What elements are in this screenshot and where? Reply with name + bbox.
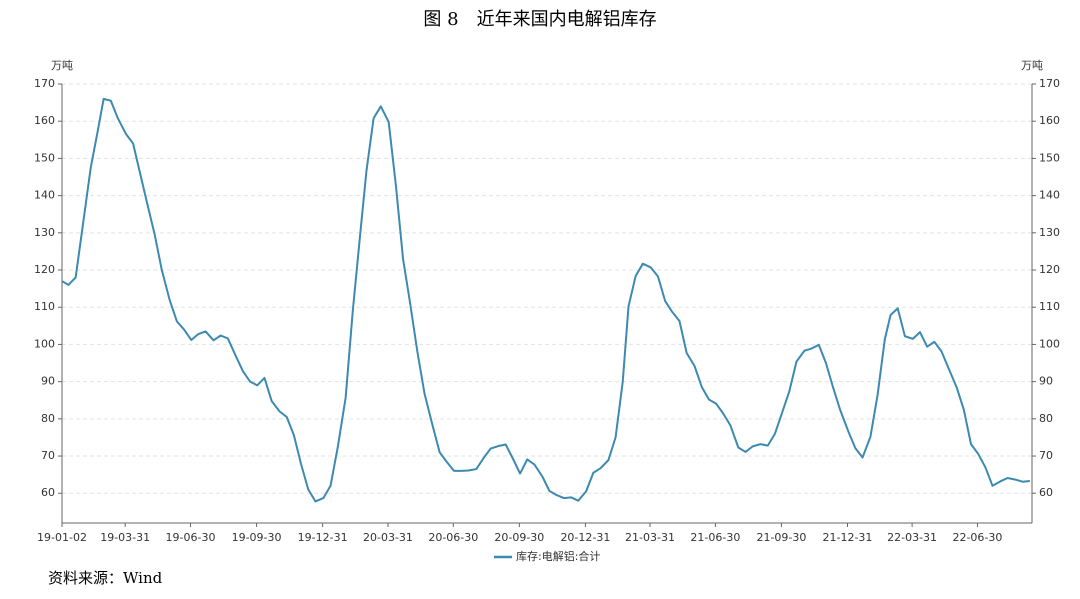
y-tick-label: 120 <box>34 263 55 276</box>
y-tick-label: 110 <box>34 300 55 313</box>
y2-tick-label: 60 <box>1039 486 1053 499</box>
y2-tick-label: 170 <box>1039 77 1060 90</box>
x-tick-label: 21-09-30 <box>756 531 806 544</box>
x-tick-label: 19-01-02 <box>37 531 87 544</box>
x-tick-label: 19-12-31 <box>298 531 348 544</box>
chart-title: 图 8 近年来国内电解铝库存 <box>423 9 656 30</box>
x-tick-label: 21-06-30 <box>690 531 740 544</box>
y2-tick-label: 100 <box>1039 337 1060 350</box>
x-tick-label: 22-06-30 <box>952 531 1002 544</box>
y-tick-label: 160 <box>34 114 55 127</box>
x-tick-label: 20-06-30 <box>428 531 478 544</box>
x-tick-label: 21-12-31 <box>823 531 873 544</box>
x-tick-label: 19-06-30 <box>166 531 216 544</box>
y2-tick-label: 90 <box>1039 375 1053 388</box>
y-tick-label: 140 <box>34 189 55 202</box>
x-tick-label: 19-03-31 <box>100 531 150 544</box>
y2-tick-label: 160 <box>1039 114 1060 127</box>
y2-tick-label: 110 <box>1039 300 1060 313</box>
y2-tick-label: 130 <box>1039 226 1060 239</box>
y2-unit: 万吨 <box>1021 59 1043 72</box>
y-unit: 万吨 <box>51 59 73 72</box>
y2-tick-label: 120 <box>1039 263 1060 276</box>
y2-tick-label: 70 <box>1039 449 1053 462</box>
x-tick-label: 21-03-31 <box>625 531 675 544</box>
y-tick-label: 150 <box>34 151 55 164</box>
legend-label: 库存:电解铝:合计 <box>516 549 600 563</box>
y-tick-label: 100 <box>34 337 55 350</box>
y-tick-label: 60 <box>41 486 55 499</box>
y2-tick-label: 80 <box>1039 412 1053 425</box>
y-tick-label: 70 <box>41 449 55 462</box>
x-tick-label: 19-09-30 <box>232 531 282 544</box>
y-tick-label: 90 <box>41 375 55 388</box>
y2-tick-label: 150 <box>1039 151 1060 164</box>
y-tick-label: 170 <box>34 77 55 90</box>
x-tick-label: 20-09-30 <box>494 531 544 544</box>
series-line <box>61 97 1030 503</box>
x-tick-label: 22-03-31 <box>887 531 937 544</box>
y-tick-label: 80 <box>41 412 55 425</box>
source: 资料来源：Wind <box>48 569 163 587</box>
x-tick-label: 20-03-31 <box>363 531 413 544</box>
y-tick-label: 130 <box>34 226 55 239</box>
x-tick-label: 20-12-31 <box>560 531 610 544</box>
y2-tick-label: 140 <box>1039 189 1060 202</box>
